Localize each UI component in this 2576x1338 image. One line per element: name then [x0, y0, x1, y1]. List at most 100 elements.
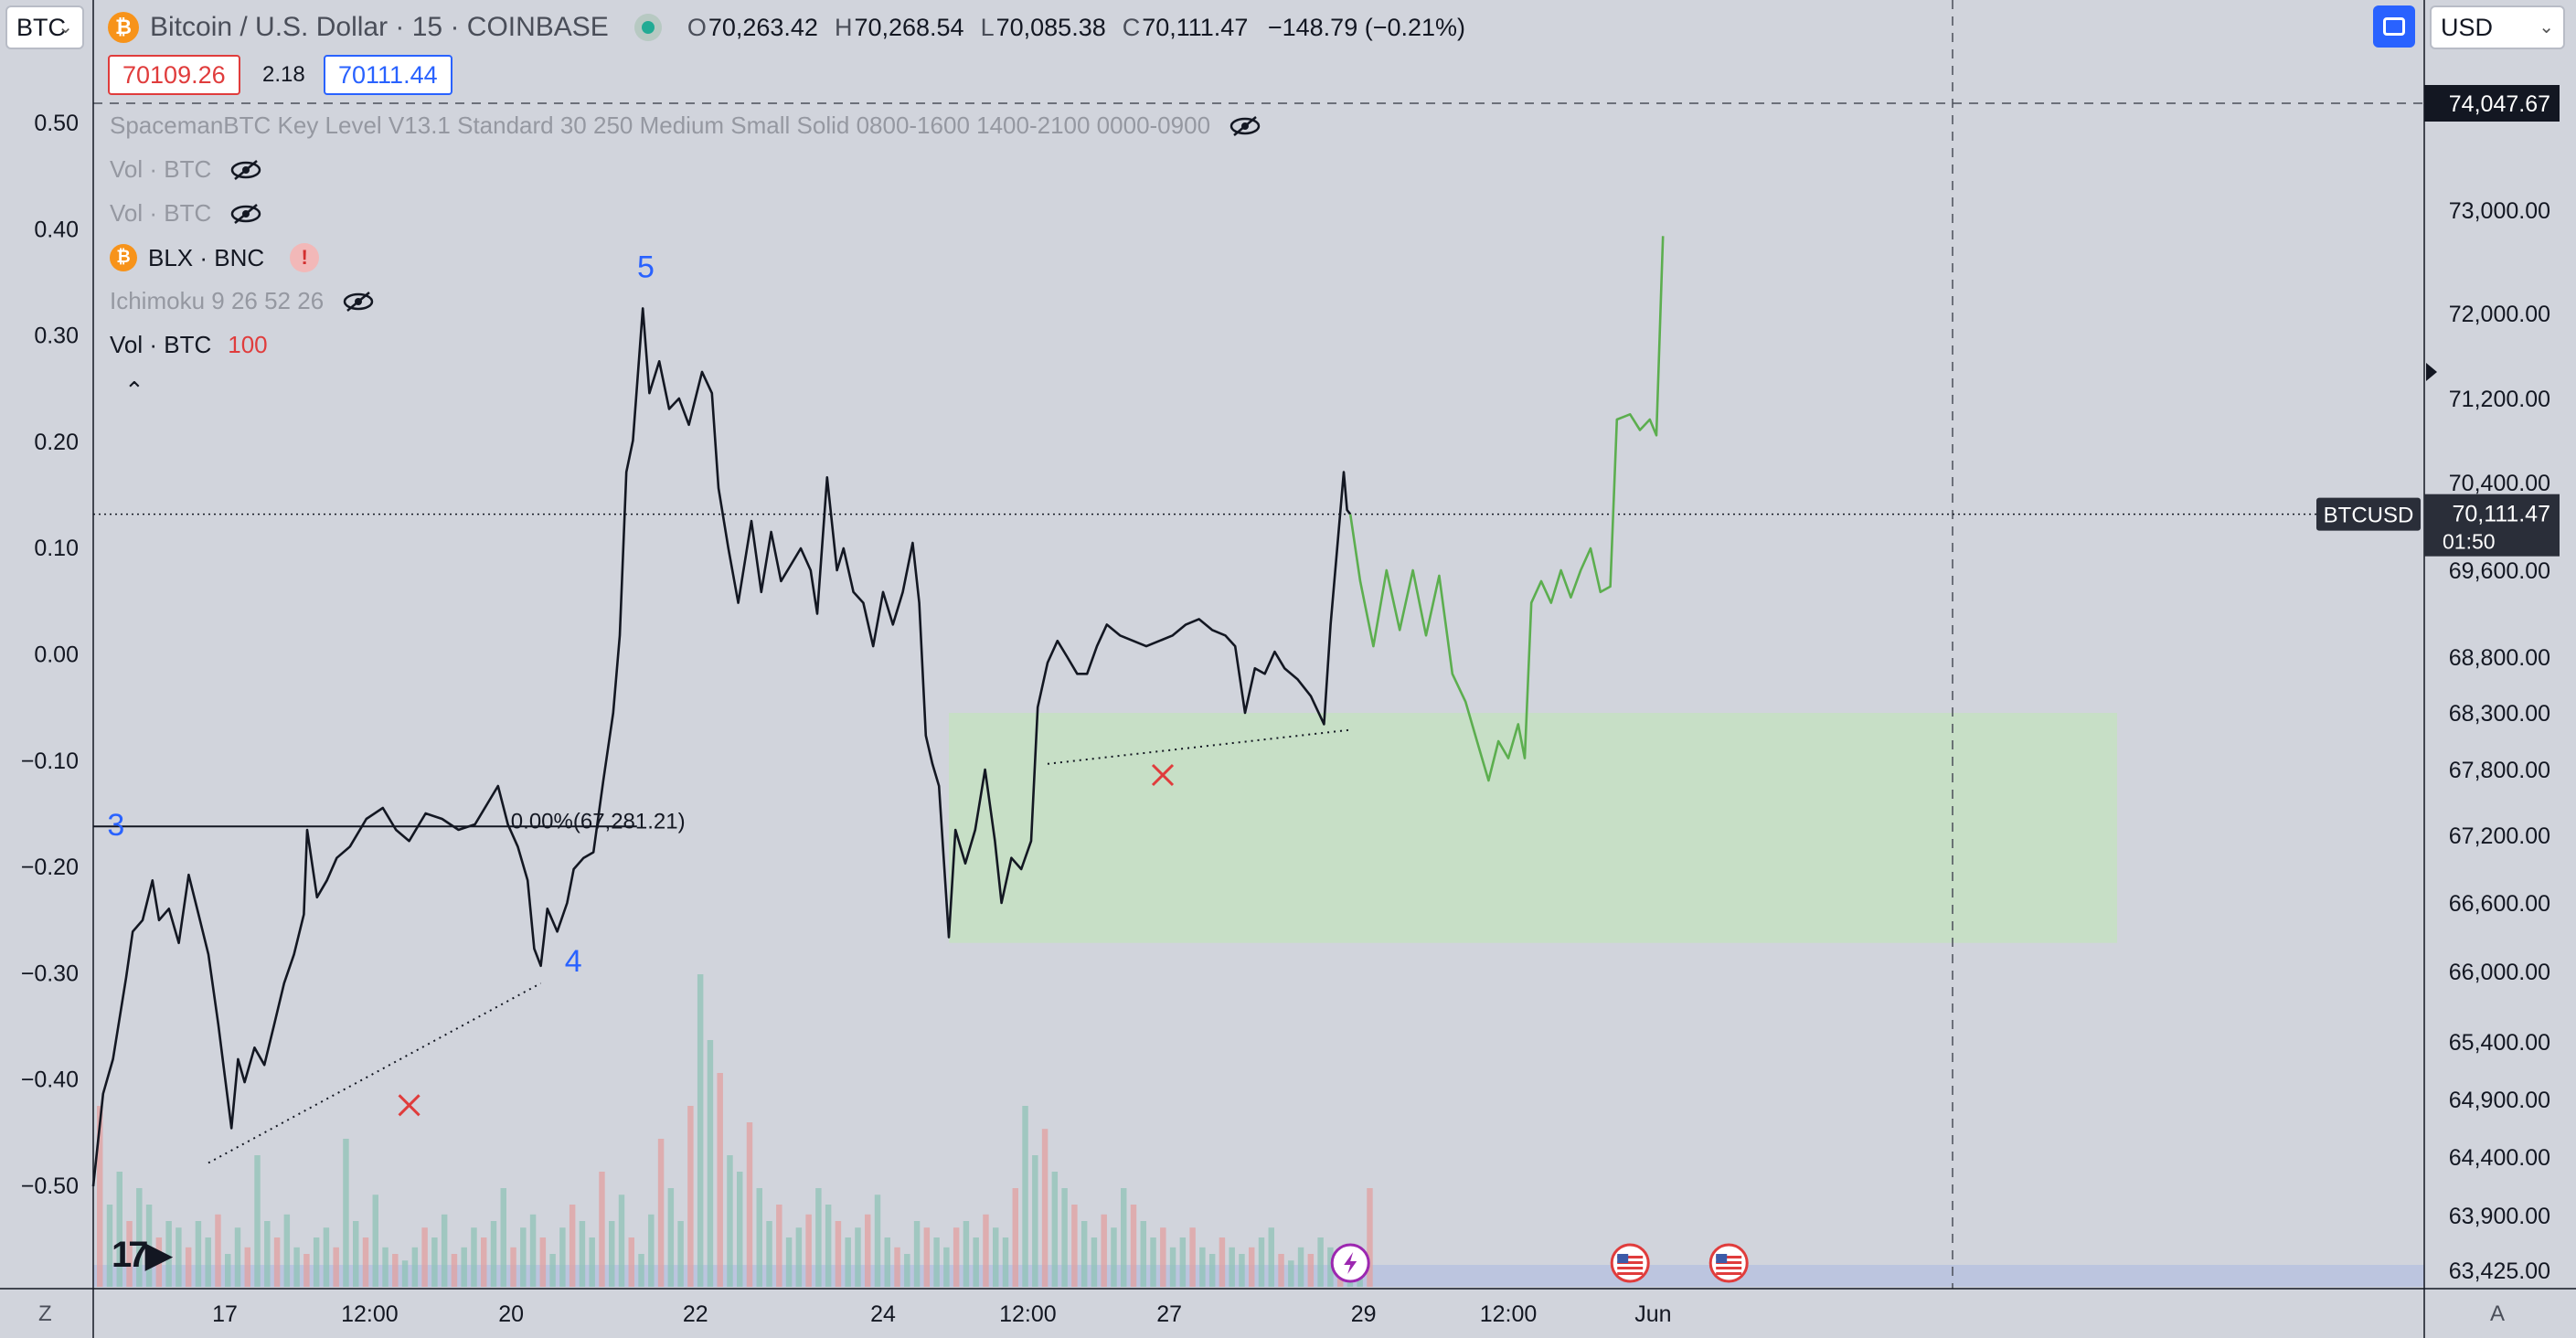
volume-bar [520, 1227, 527, 1287]
market-status-icon[interactable] [633, 14, 662, 41]
countdown-label: 01:50 [2443, 530, 2496, 554]
legend-label: Vol · BTC [110, 199, 212, 227]
time-axis-tick-label: 12:00 [1480, 1301, 1538, 1327]
left-axis-tick-label: −0.20 [21, 855, 79, 880]
tradingview-logo[interactable]: 17▶ [112, 1235, 173, 1275]
timezone-button[interactable]: Z [38, 1301, 52, 1326]
us-flag-icon[interactable] [1708, 1243, 1749, 1283]
legend-row-ichimoku[interactable]: Ichimoku 9 26 52 26 [110, 287, 375, 315]
price-axis-tick-label: 66,600.00 [2449, 891, 2550, 917]
symbol-title[interactable]: Bitcoin / U.S. Dollar · 15 · COINBASE [150, 12, 609, 42]
flag-stripe [1617, 1261, 1644, 1264]
volume-bar [529, 1214, 537, 1287]
volume-bar [539, 1237, 547, 1287]
volume-bar [855, 1227, 861, 1287]
volume-bar [1150, 1237, 1156, 1287]
volume-bar [589, 1237, 595, 1287]
volume-bar [1111, 1227, 1117, 1287]
volume-bar [500, 1188, 506, 1287]
volume-bar [1239, 1254, 1245, 1287]
volume-bar [176, 1227, 182, 1287]
bitcoin-icon: ₿ [108, 12, 139, 43]
collapse-legend-button[interactable]: ⌃ [124, 377, 144, 404]
volume-bar [638, 1254, 644, 1287]
volume-bar [865, 1214, 871, 1287]
left-axis-tick-label: 0.40 [34, 217, 79, 242]
currency-select[interactable]: USD ⌄ [2430, 5, 2565, 49]
volume-bar [1189, 1227, 1196, 1287]
left-axis-tick-label: 0.10 [34, 536, 79, 561]
price-labels-layer: 74,047.67 BTCUSD 70,111.47 01:50 [1330, 85, 2560, 1283]
eye-off-icon[interactable] [342, 291, 375, 313]
eye-off-icon[interactable] [229, 203, 262, 225]
price-axis-tick-label: 63,425.00 [2449, 1258, 2550, 1284]
left-axis-tick-label: −0.30 [21, 961, 79, 986]
wave-label: 3 [107, 808, 124, 843]
volume-bar [569, 1205, 576, 1287]
legend-row-vol-1[interactable]: Vol · BTC [110, 155, 262, 184]
volume-bar [1219, 1237, 1226, 1287]
projection-line[interactable] [1348, 236, 1665, 782]
eye-off-icon[interactable] [1229, 115, 1261, 137]
flag-stripe [1716, 1267, 1742, 1269]
legend-row-vol-3[interactable]: Vol · BTC 100 [110, 331, 268, 359]
invalidation-mark [398, 1094, 420, 1117]
fullscreen-button[interactable] [2373, 5, 2415, 48]
sell-price-button[interactable]: 70109.26 [108, 55, 240, 95]
symbol-header: ₿ Bitcoin / U.S. Dollar · 15 · COINBASE … [108, 5, 1465, 49]
volume-bar [549, 1254, 556, 1287]
volume-bar [1367, 1188, 1373, 1287]
volume-bar [372, 1195, 378, 1287]
flag-canton [1617, 1254, 1629, 1263]
buy-price-button[interactable]: 70111.44 [324, 55, 452, 95]
time-axis-tick-label: 29 [1351, 1301, 1377, 1327]
key-level-price-tag [2424, 85, 2560, 122]
volume-bar [933, 1237, 940, 1287]
volume-bar [805, 1214, 812, 1287]
volume-bar [1121, 1188, 1127, 1287]
volume-bar [943, 1247, 950, 1287]
volume-bar [244, 1247, 250, 1287]
volume-bar [993, 1227, 999, 1287]
volume-bar [697, 974, 704, 1287]
ohlc-open: 70,263.42 [708, 13, 818, 41]
volume-bar [1258, 1237, 1265, 1287]
volume-bar [1169, 1247, 1176, 1287]
legend-row-blx[interactable]: ₿ BLX · BNC ! [110, 243, 320, 272]
volume-bar [618, 1195, 625, 1287]
bitcoin-icon: ₿ [110, 244, 137, 271]
lightning-icon[interactable] [1330, 1243, 1370, 1283]
legend-row-key-level[interactable]: SpacemanBTC Key Level V13.1 Standard 30 … [110, 112, 1261, 140]
volume-bar [1051, 1172, 1059, 1287]
flag-stripe [1716, 1256, 1742, 1258]
us-flag-icon[interactable] [1610, 1243, 1650, 1283]
symbol-select[interactable]: BTC ⌄ [5, 5, 84, 49]
volume-bar [1229, 1247, 1235, 1287]
eye-off-icon[interactable] [229, 159, 262, 181]
auto-scale-button[interactable]: A [2490, 1301, 2506, 1326]
volume-bar [333, 1247, 339, 1287]
volume-bar [667, 1188, 675, 1287]
volume-bar [353, 1221, 359, 1287]
price-axis-tick-label: 68,300.00 [2449, 701, 2550, 727]
volume-bar [894, 1247, 900, 1287]
left-axis-tick-label: −0.10 [21, 749, 79, 774]
volume-bar [1101, 1214, 1107, 1287]
symbol-tag [2316, 497, 2421, 531]
volume-bar [264, 1221, 271, 1287]
volume-bar [1288, 1260, 1294, 1287]
price-axis-tick-label: 67,800.00 [2449, 758, 2550, 783]
ohlc-high: 70,268.54 [854, 13, 964, 41]
volume-bar [815, 1188, 822, 1287]
price-series-line[interactable] [91, 307, 1352, 1187]
time-axis-tick-label: 22 [683, 1301, 708, 1327]
volume-bar [185, 1247, 192, 1287]
trendline [1047, 728, 1351, 765]
volume-bar [677, 1221, 684, 1287]
legend-row-vol-2[interactable]: Vol · BTC [110, 199, 262, 228]
symbol-tag-label: BTCUSD [2324, 504, 2414, 528]
volume-bar [727, 1155, 733, 1287]
volume-bar [737, 1172, 743, 1287]
warning-icon[interactable]: ! [290, 243, 320, 272]
